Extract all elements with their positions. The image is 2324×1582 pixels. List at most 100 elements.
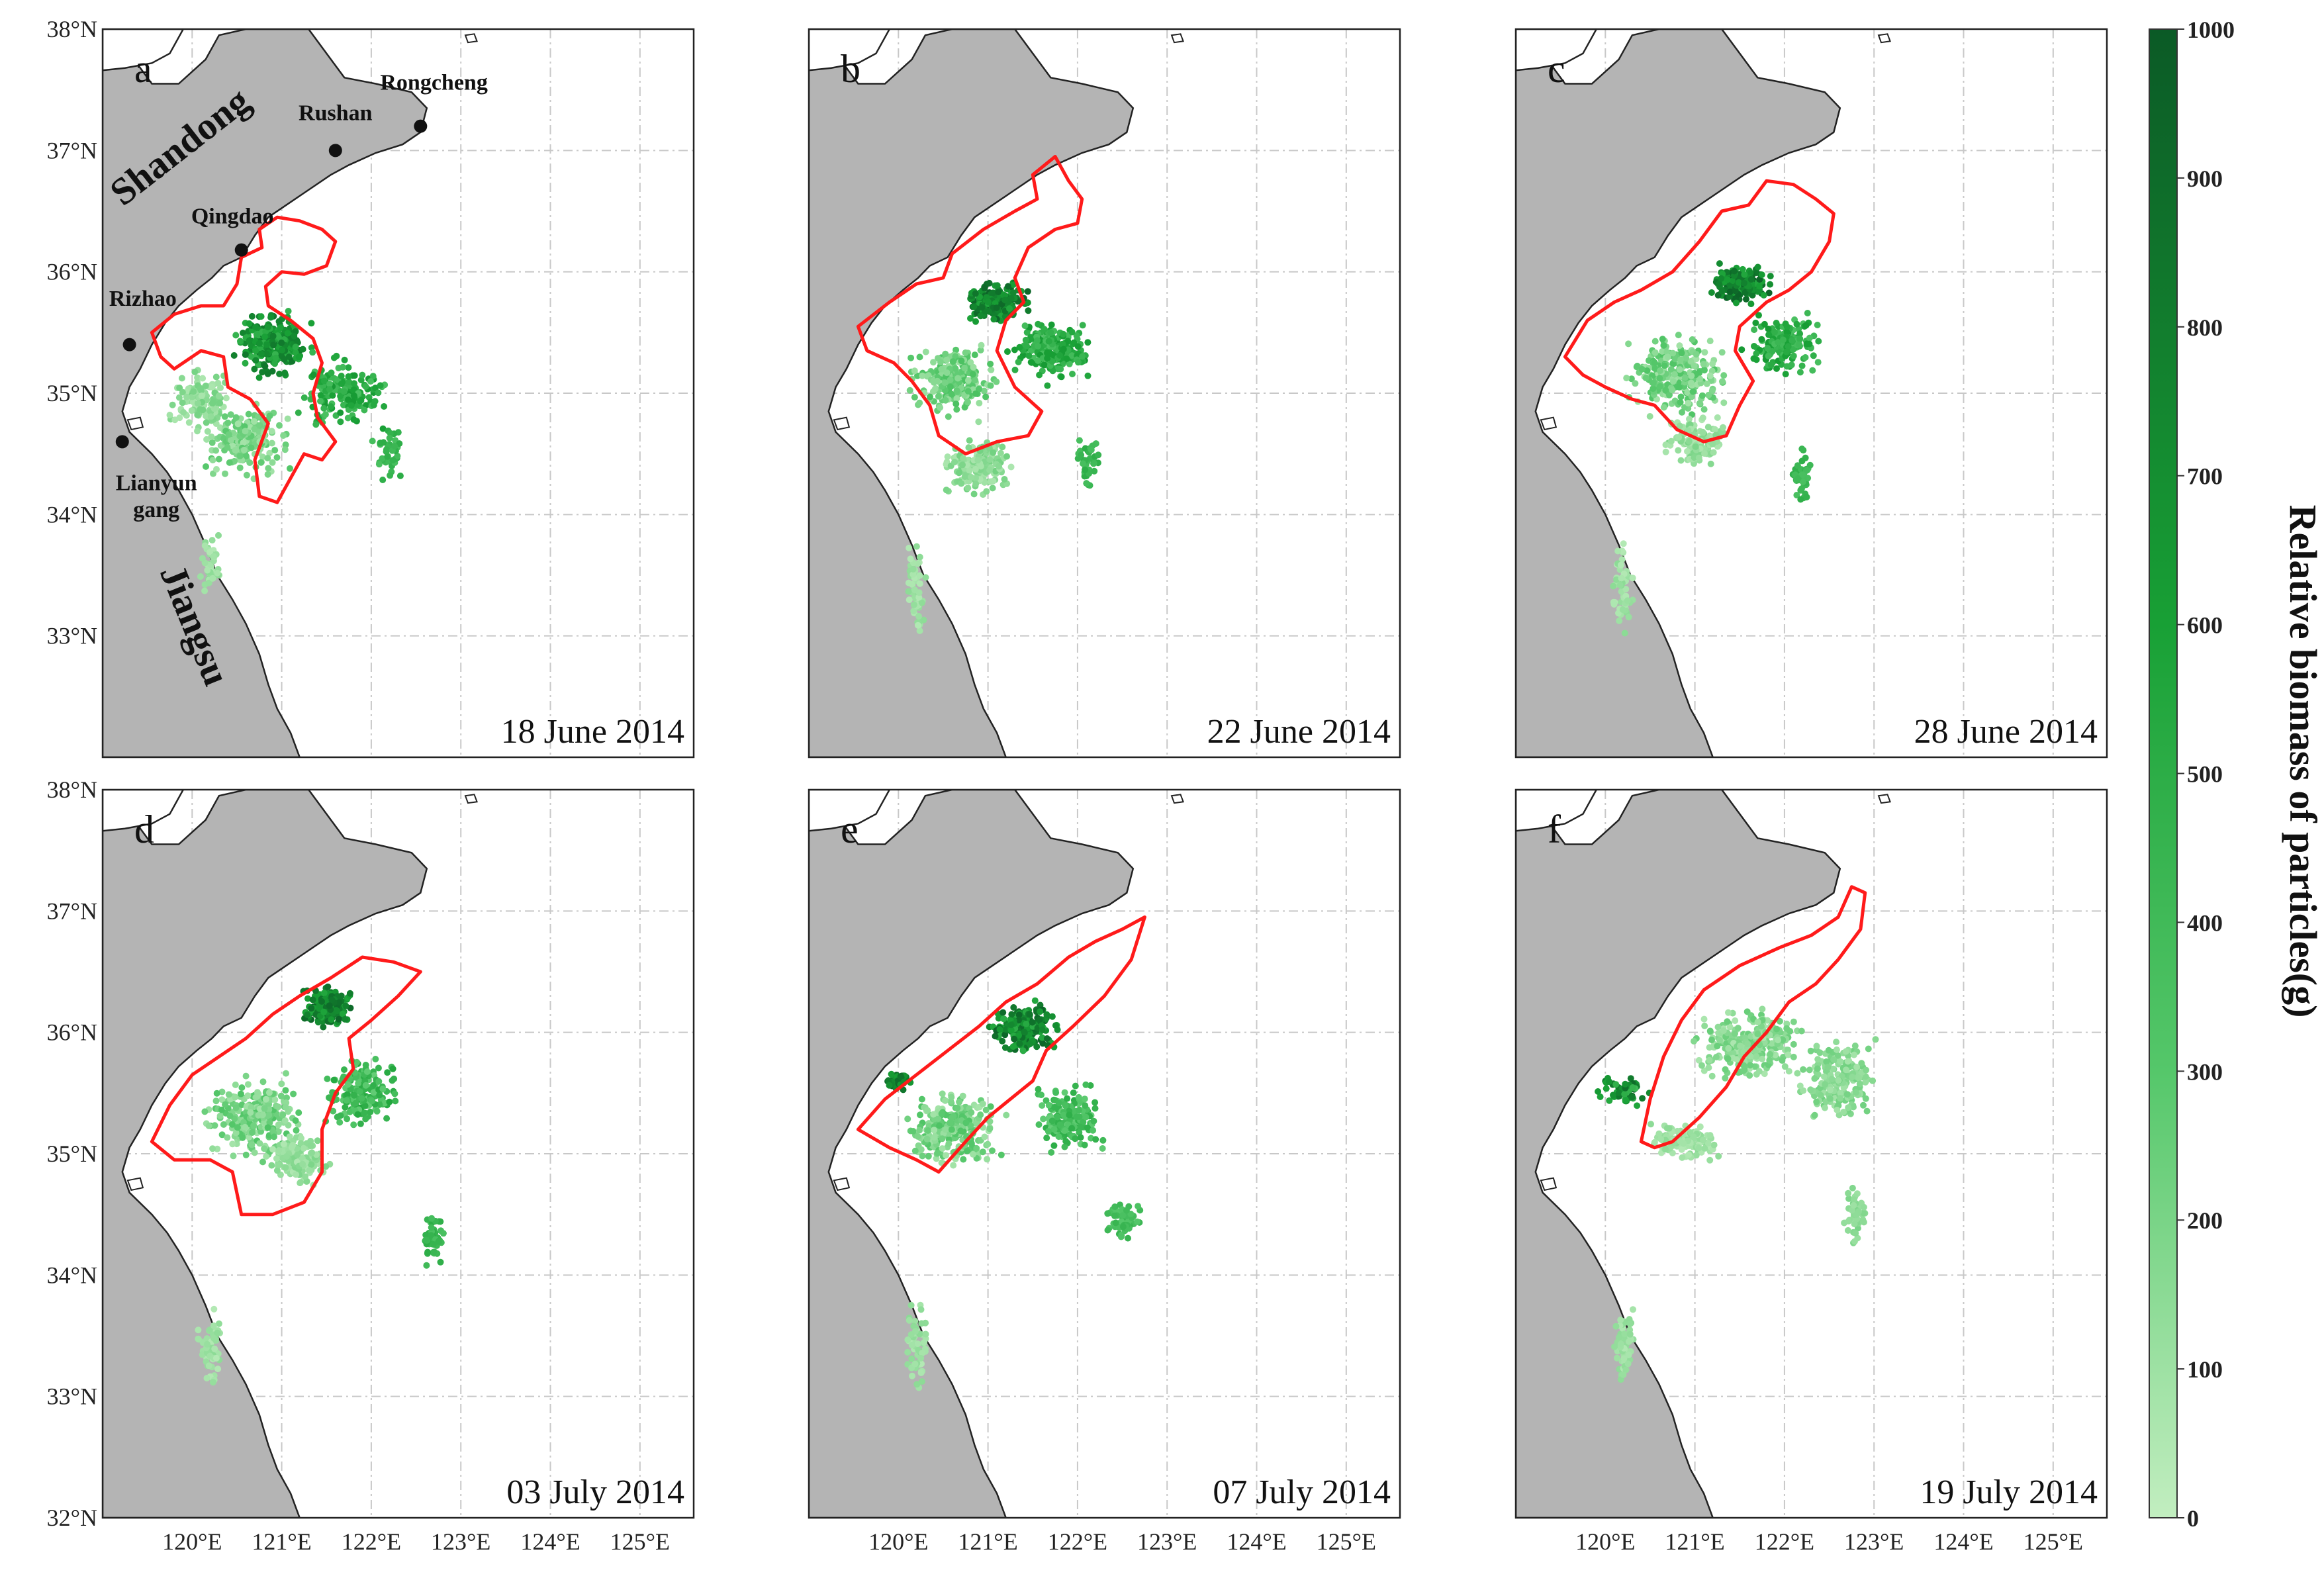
offshore-island (1170, 33, 1184, 44)
particle-point (1696, 400, 1703, 407)
particle-point (185, 419, 193, 426)
particle-point (915, 594, 923, 601)
particle-point (1090, 459, 1097, 467)
particle-point (262, 1095, 269, 1103)
particle-point (239, 1134, 246, 1141)
particle-point (1834, 1107, 1841, 1113)
particle-point (1595, 1088, 1602, 1095)
particle-point (1603, 1085, 1610, 1092)
particle-point (1676, 384, 1683, 391)
particle-point (1606, 1078, 1613, 1086)
particle-point (973, 1144, 980, 1152)
particle-point (1016, 344, 1023, 351)
particle-point (212, 447, 220, 454)
particle-point (1039, 1026, 1046, 1033)
particle-point (259, 369, 266, 376)
particle-point (1007, 295, 1015, 302)
particle-point (986, 456, 994, 463)
particle-point (945, 1140, 953, 1147)
particle-point (379, 425, 387, 432)
particle-point (194, 411, 201, 418)
particle-point (1050, 1126, 1058, 1133)
particle-point (1718, 275, 1725, 282)
particle-point (1843, 1066, 1849, 1074)
particle-point (1814, 359, 1822, 366)
particle-point (1833, 1039, 1840, 1046)
particle-point (1840, 1109, 1847, 1115)
particle-point (424, 1248, 432, 1256)
particle-point (1754, 263, 1761, 271)
particle-point (925, 1127, 931, 1134)
particle-point (1616, 617, 1623, 624)
particle-point (1651, 338, 1659, 345)
particle-point (291, 332, 298, 340)
particle-point (304, 995, 311, 1002)
particle-point (904, 1115, 911, 1123)
particle-point (342, 1015, 349, 1023)
particle-point (937, 404, 944, 411)
particle-point (906, 1317, 913, 1324)
particle-point (215, 532, 222, 539)
particle-point (939, 1145, 946, 1152)
particle-point (201, 587, 209, 594)
particle-point (392, 1097, 399, 1105)
particle-point (906, 387, 913, 394)
particle-point (1700, 361, 1707, 368)
particle-point (922, 574, 929, 581)
particle-point (190, 388, 197, 395)
particle-point (1001, 292, 1008, 299)
particle-point (975, 418, 982, 426)
particle-point (1022, 336, 1029, 344)
offshore-island (1170, 794, 1184, 804)
particle-point (232, 414, 240, 421)
particle-point (990, 289, 997, 297)
particle-point (1084, 1124, 1091, 1131)
particle-point (1606, 1097, 1613, 1104)
particle-point (268, 1162, 275, 1169)
particle-point (440, 1230, 447, 1237)
particle-point (911, 1147, 919, 1154)
particle-point (282, 1103, 289, 1111)
particle-point (236, 453, 244, 459)
particle-point (1731, 272, 1738, 279)
particle-point (1724, 1055, 1732, 1062)
particle-point (977, 1111, 984, 1119)
particle-point (966, 467, 973, 474)
particle-point (1755, 1068, 1763, 1075)
particle-point (1062, 1127, 1068, 1134)
particle-point (1011, 366, 1019, 373)
particle-point (904, 1348, 911, 1356)
particle-point (203, 463, 209, 470)
particle-point (251, 426, 258, 433)
x-tick-label: 125°E (1317, 1528, 1376, 1555)
particle-point (1785, 1068, 1792, 1075)
bloom-boundary-contour (856, 155, 1084, 456)
particle-point (1732, 1030, 1738, 1037)
particle-point (967, 315, 974, 322)
particle-point (1073, 332, 1080, 339)
particle-point (293, 1171, 300, 1178)
particle-point (376, 1092, 383, 1099)
particle-point (1610, 601, 1618, 608)
particle-point (194, 428, 201, 435)
particle-point (346, 1108, 353, 1115)
particle-point (1671, 355, 1679, 363)
rongcheng-label: Rongcheng (380, 71, 487, 95)
particle-point (275, 318, 283, 325)
particle-point (1088, 446, 1095, 453)
particle-point (269, 459, 276, 466)
bloom-boundary-contour (150, 215, 338, 504)
particle-point (1047, 329, 1054, 336)
particle-point (275, 1103, 282, 1111)
particle-point (1695, 454, 1702, 461)
particle-point (256, 1140, 263, 1147)
particle-point (1753, 1053, 1760, 1060)
particle-point (430, 1241, 437, 1248)
particle-point (308, 1161, 314, 1168)
particle-point (1707, 460, 1714, 467)
particle-point (1024, 288, 1031, 295)
particle-point (918, 599, 925, 606)
particle-point (916, 399, 923, 406)
particle-point (194, 400, 201, 407)
particle-point (1765, 352, 1772, 359)
